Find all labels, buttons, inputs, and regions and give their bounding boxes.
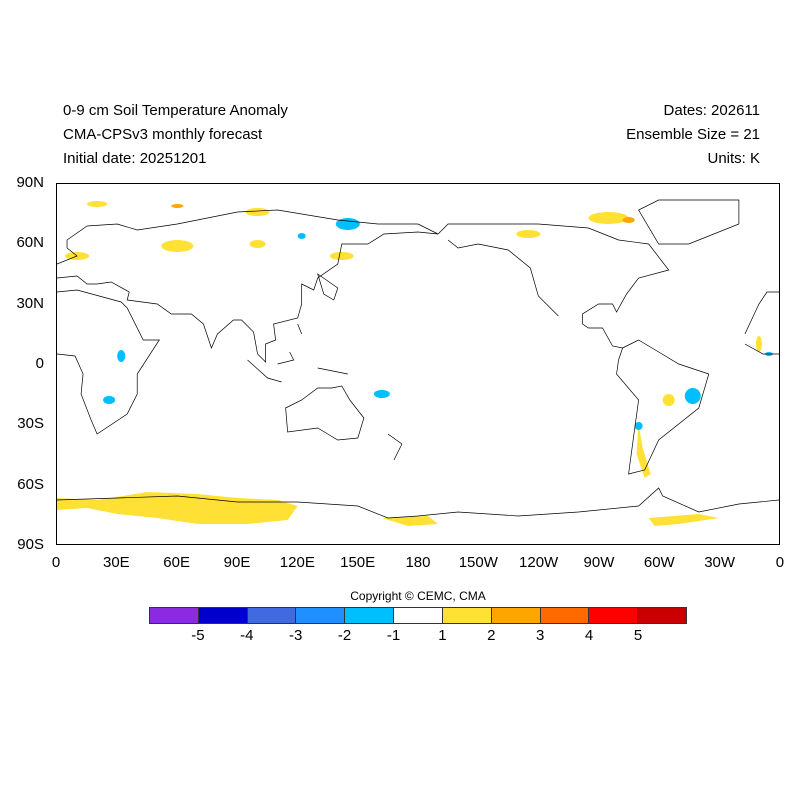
colorbar-swatch (491, 608, 541, 623)
colorbar-label: -5 (191, 627, 205, 644)
lon-label: 60W (643, 554, 675, 571)
lon-label: 120W (519, 554, 559, 571)
map-subtitle: CMA-CPSv3 monthly forecast (63, 126, 263, 143)
lon-label: 90E (223, 554, 251, 571)
lon-label: 150W (458, 554, 498, 571)
colorbar-label: 2 (487, 627, 496, 644)
lat-label: 60S (17, 476, 44, 493)
lon-label: 60E (163, 554, 191, 571)
colorbar-label: -1 (386, 627, 401, 644)
colorbar-swatch (296, 608, 346, 623)
colorbar-label: 5 (633, 627, 643, 644)
strong-warm-anomaly-areas (171, 204, 635, 223)
colorbar-label: 4 (584, 627, 594, 644)
lon-label: 120E (279, 554, 315, 571)
lon-label: 150E (340, 554, 376, 571)
colorbar-swatch (150, 608, 199, 623)
lon-label: 30W (704, 554, 736, 571)
lon-label: 30E (102, 554, 130, 571)
ensemble-size: Ensemble Size = 21 (626, 126, 760, 143)
forecast-dates: Dates: 202611 (663, 102, 760, 119)
map-title: 0-9 cm Soil Temperature Anomaly (63, 102, 288, 119)
lon-label: 0 (51, 554, 61, 571)
colorbar-swatch (198, 608, 248, 623)
colorbar-label: 3 (536, 627, 545, 644)
lon-label: 0 (775, 554, 785, 571)
lon-label: 180 (405, 554, 431, 571)
colorbar-swatch (394, 608, 443, 623)
coastlines (56, 199, 780, 519)
colorbar-swatch (345, 608, 395, 623)
warm-anomaly-areas (57, 201, 762, 526)
colorbar-label: -3 (289, 627, 303, 644)
colorbar-swatch (540, 608, 590, 623)
lat-label: 60N (16, 234, 44, 251)
units: Units: K (707, 150, 760, 167)
lat-label: 90S (17, 536, 44, 553)
lat-label: 30S (17, 415, 44, 432)
colorbar-swatch (442, 608, 492, 623)
colorbar-swatch (589, 608, 639, 623)
lat-label: 0 (35, 355, 44, 372)
colorbar-label: 1 (438, 627, 447, 644)
initial-date: Initial date: 20251201 (63, 150, 207, 167)
colorbar-swatch (638, 608, 686, 623)
lat-label: 30N (16, 295, 44, 312)
copyright: Copyright © CEMC, CMA (350, 589, 486, 603)
lat-label: 90N (16, 174, 44, 191)
colorbar-label: -2 (337, 627, 352, 644)
colorbar-label: -4 (240, 627, 254, 644)
map-canvas (56, 199, 780, 526)
world-map (56, 183, 780, 545)
lon-label: 90W (583, 554, 615, 571)
colorbar (149, 607, 687, 624)
colorbar-swatch (247, 608, 297, 623)
